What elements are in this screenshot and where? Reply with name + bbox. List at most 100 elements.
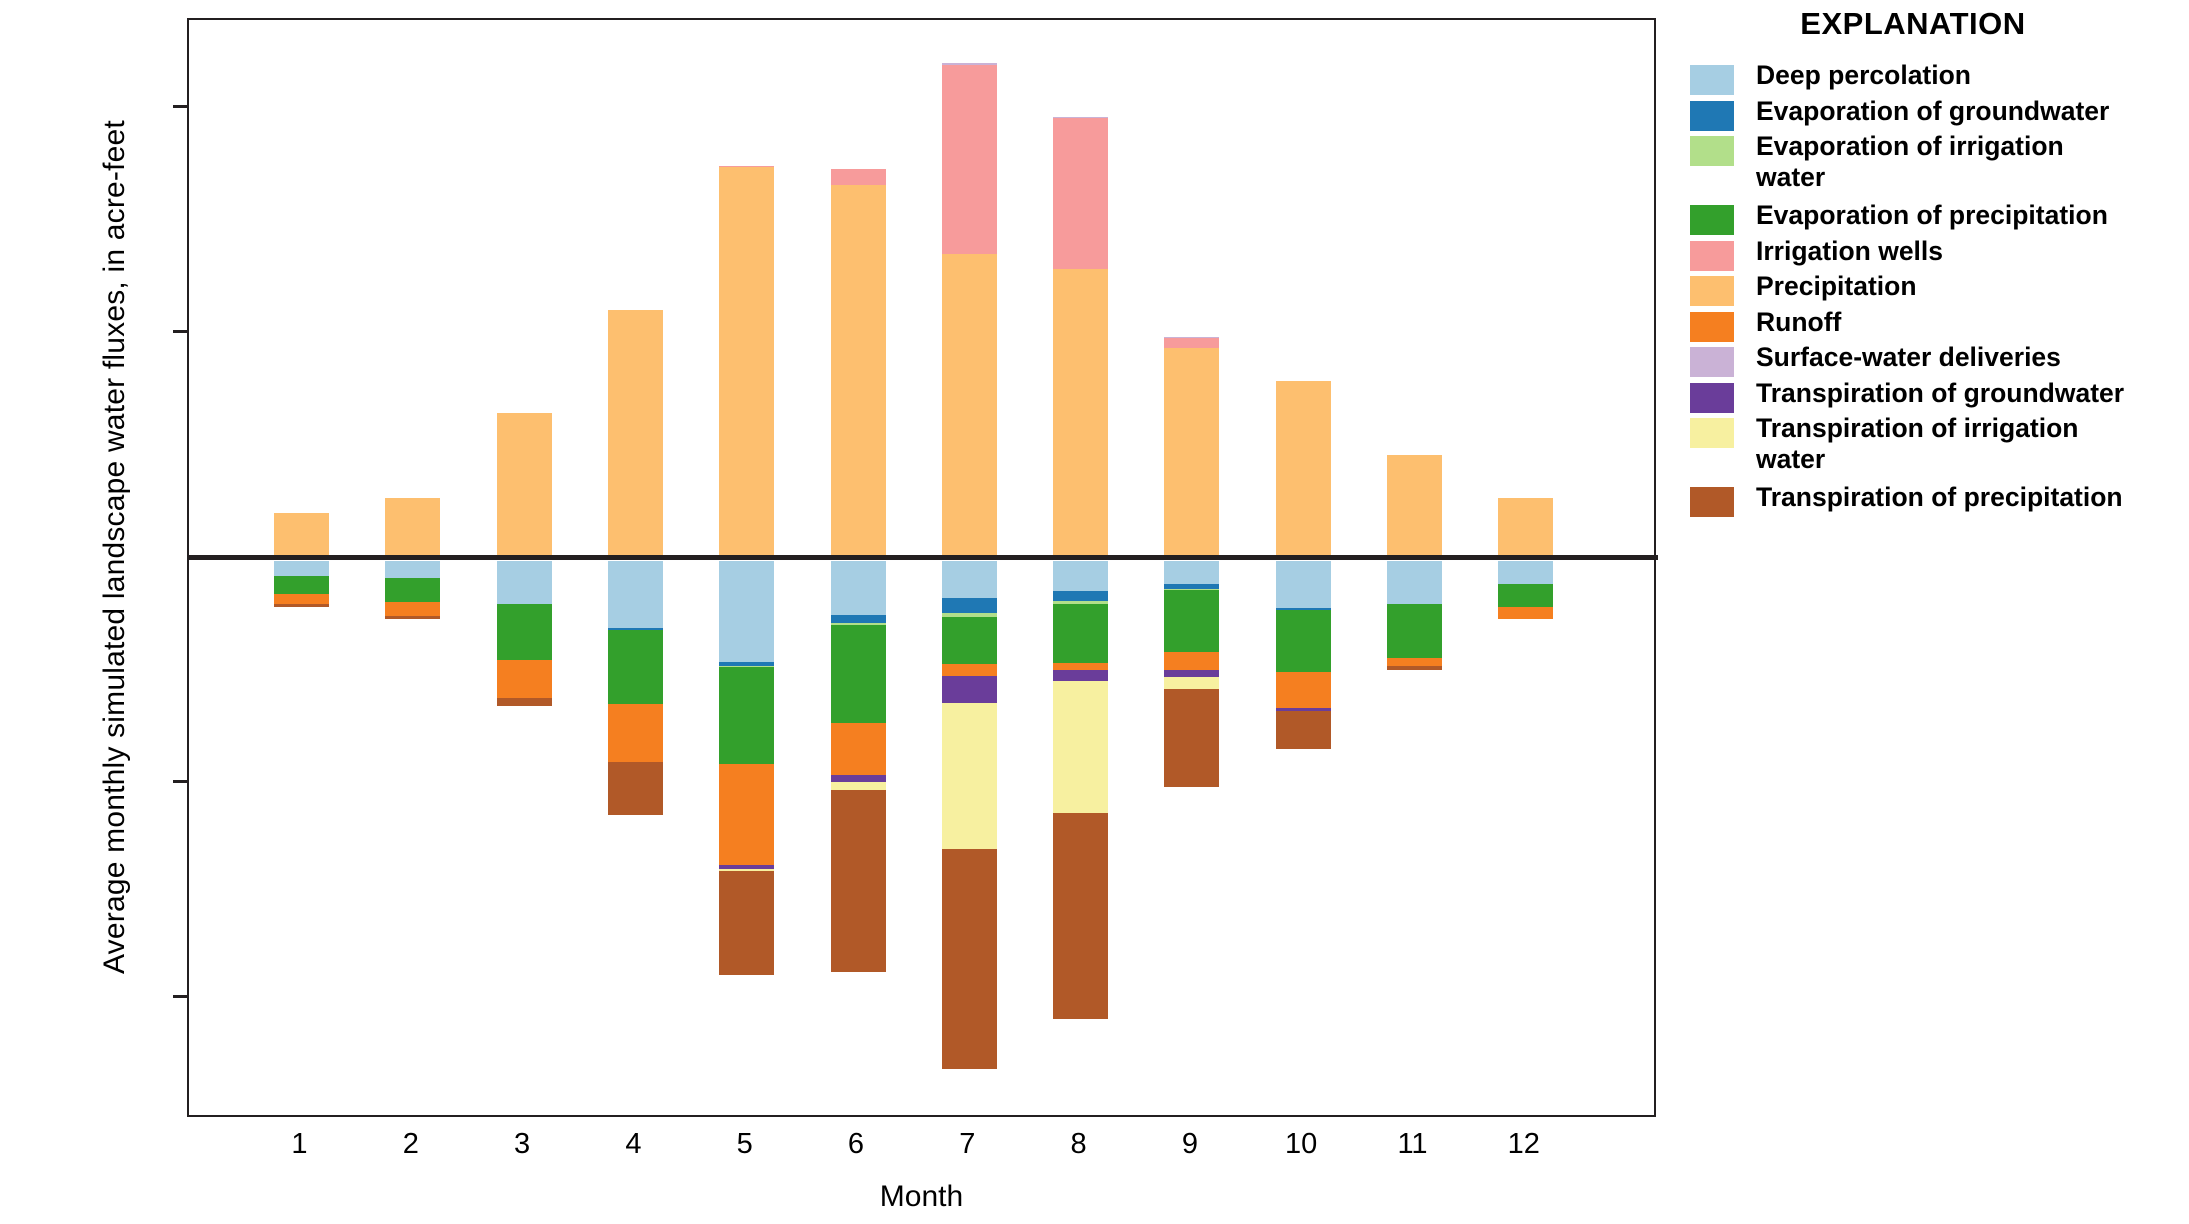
bar-segment-transpiration-of-precipitation bbox=[941, 849, 997, 1070]
legend-item-evaporation-of-irrigation-water[interactable]: Evaporation of irrigation water bbox=[1690, 131, 2064, 193]
x-tick-label: 6 bbox=[847, 1128, 865, 1160]
legend-item-label: Irrigation wells bbox=[1756, 235, 1944, 266]
y-tick-mark bbox=[173, 995, 189, 998]
bar-segment-transpiration-of-precipitation bbox=[385, 616, 441, 620]
bar-segment-deep-percolation bbox=[385, 561, 441, 579]
x-tick-label: 1 bbox=[291, 1128, 308, 1160]
bar-segment-evaporation-of-precipitation bbox=[941, 617, 997, 665]
bar-segment-runoff bbox=[1498, 606, 1554, 619]
x-tick-label: 9 bbox=[1181, 1128, 1198, 1160]
legend-item-label: Deep percolation bbox=[1756, 60, 1971, 90]
bar-segment-evaporation-of-irrigation-water bbox=[941, 612, 997, 618]
zero-axis-line bbox=[189, 555, 1658, 560]
bar-segment-surface-water-deliveries bbox=[1164, 337, 1220, 339]
bar-segment-transpiration-of-precipitation bbox=[496, 698, 552, 707]
bar-segment-deep-percolation bbox=[274, 561, 329, 577]
x-tick-label: 5 bbox=[736, 1128, 753, 1160]
bar-segment-deep-percolation bbox=[1387, 561, 1442, 604]
bar-segment-transpiration-of-groundwater bbox=[941, 675, 997, 703]
bar-segment-evaporation-of-groundwater bbox=[941, 597, 997, 613]
legend-item-runoff[interactable]: Runoff bbox=[1690, 307, 1841, 342]
bar-segment-precipitation bbox=[1498, 498, 1554, 557]
legend-swatch-icon bbox=[1690, 418, 1734, 448]
bar-segment-evaporation-of-irrigation-water bbox=[830, 623, 886, 626]
y-tick-mark bbox=[173, 105, 189, 108]
bar-segment-evaporation-of-precipitation bbox=[1275, 610, 1331, 673]
legend-item-surface-water-deliveries[interactable]: Surface-water deliveries bbox=[1690, 342, 2061, 377]
bar-segment-transpiration-of-precipitation bbox=[1387, 666, 1442, 671]
bar-segment-deep-percolation bbox=[496, 561, 552, 604]
bar-segment-irrigation-wells bbox=[719, 166, 775, 168]
bar-segment-evaporation-of-precipitation bbox=[385, 578, 441, 603]
legend-swatch-icon bbox=[1690, 487, 1734, 517]
bar-segment-precipitation bbox=[274, 512, 329, 557]
bar-segment-transpiration-of-irrigation-water bbox=[941, 702, 997, 849]
bar-segment-runoff bbox=[1164, 651, 1220, 670]
legend-item-label: Surface-water deliveries bbox=[1756, 342, 2061, 372]
legend-title: EXPLANATION bbox=[1800, 6, 2026, 41]
bar-month-11 bbox=[1387, 20, 1442, 1119]
bar-month-4 bbox=[607, 20, 663, 1119]
legend: EXPLANATION Deep percolation Evaporation … bbox=[1663, 0, 2189, 520]
bar-segment-precipitation bbox=[607, 309, 663, 557]
bar-segment-precipitation bbox=[496, 413, 552, 557]
legend-item-transpiration-of-irrigation-water[interactable]: Transpiration of irrigation water bbox=[1690, 413, 2078, 475]
x-tick-label: 4 bbox=[625, 1128, 642, 1160]
bar-segment-transpiration-of-groundwater bbox=[719, 864, 775, 870]
bar-segment-irrigation-wells bbox=[1164, 338, 1220, 348]
bar-segment-runoff bbox=[1387, 657, 1442, 667]
legend-item-deep-percolation[interactable]: Deep percolation bbox=[1690, 60, 1971, 95]
bar-segment-transpiration-of-groundwater bbox=[1053, 669, 1109, 681]
bar-segment-transpiration-of-groundwater bbox=[830, 775, 886, 783]
legend-item-label: Transpiration of groundwater bbox=[1756, 377, 2125, 408]
bar-segment-surface-water-deliveries bbox=[1053, 117, 1109, 119]
bar-segment-deep-percolation bbox=[719, 561, 775, 663]
legend-item-precipitation[interactable]: Precipitation bbox=[1690, 271, 1917, 306]
legend-item-transpiration-of-groundwater[interactable]: Transpiration of groundwater bbox=[1690, 378, 2124, 413]
bar-segment-runoff bbox=[496, 660, 552, 699]
legend-item-label: Transpiration of irrigation water bbox=[1756, 413, 2079, 474]
bar-segment-transpiration-of-precipitation bbox=[274, 603, 329, 607]
bar-segment-runoff bbox=[719, 763, 775, 865]
legend-swatch-icon bbox=[1690, 382, 1734, 413]
bar-segment-irrigation-wells bbox=[830, 169, 886, 186]
bar-segment-evaporation-of-groundwater bbox=[719, 662, 775, 667]
bar-segment-transpiration-of-groundwater bbox=[1275, 708, 1331, 712]
legend-swatch-icon bbox=[1690, 136, 1734, 166]
y-axis-title: Average monthly simulated landscape wate… bbox=[98, 120, 131, 974]
bar-segment-evaporation-of-precipitation bbox=[719, 666, 775, 764]
legend-swatch-icon bbox=[1690, 100, 1734, 131]
legend-item-label: Evaporation of groundwater bbox=[1756, 95, 2110, 126]
bar-segment-evaporation-of-precipitation bbox=[1498, 583, 1554, 607]
legend-swatch-icon bbox=[1690, 311, 1734, 342]
legend-item-label: Evaporation of irrigation water bbox=[1756, 131, 2064, 192]
bar-segment-evaporation-of-groundwater bbox=[1164, 583, 1220, 589]
legend-item-evaporation-of-groundwater[interactable]: Evaporation of groundwater bbox=[1690, 96, 2109, 131]
bar-segment-precipitation bbox=[385, 498, 441, 557]
bar-segment-runoff bbox=[1053, 662, 1109, 670]
legend-swatch-icon bbox=[1690, 205, 1734, 235]
bar-segment-surface-water-deliveries bbox=[941, 62, 997, 65]
x-tick-label: 8 bbox=[1070, 1128, 1087, 1160]
bar-segment-runoff bbox=[1275, 672, 1331, 709]
y-tick-mark bbox=[173, 330, 189, 333]
legend-item-evaporation-of-precipitation[interactable]: Evaporation of precipitation bbox=[1690, 200, 2108, 235]
legend-item-transpiration-of-precipitation[interactable]: Transpiration of precipitation bbox=[1690, 482, 2123, 517]
bar-month-8 bbox=[1053, 20, 1109, 1119]
bar-segment-transpiration-of-irrigation-water bbox=[1053, 680, 1109, 813]
legend-swatch-icon bbox=[1690, 347, 1734, 377]
y-tick-mark bbox=[173, 780, 189, 783]
legend-item-label: Precipitation bbox=[1756, 271, 1917, 301]
bar-segment-deep-percolation bbox=[1164, 561, 1220, 584]
bar-segment-evaporation-of-precipitation bbox=[1053, 603, 1109, 663]
bar-segment-evaporation-of-precipitation bbox=[830, 625, 886, 724]
x-tick-label: 10 bbox=[1285, 1128, 1318, 1160]
legend-item-irrigation-wells[interactable]: Irrigation wells bbox=[1690, 236, 1943, 271]
bar-segment-transpiration-of-irrigation-water bbox=[830, 782, 886, 791]
bar-segment-evaporation-of-irrigation-water bbox=[1164, 588, 1220, 590]
bar-segment-transpiration-of-groundwater bbox=[1164, 669, 1220, 677]
x-tick-label: 3 bbox=[514, 1128, 531, 1160]
legend-swatch-icon bbox=[1690, 276, 1734, 306]
bar-segment-runoff bbox=[607, 704, 663, 763]
